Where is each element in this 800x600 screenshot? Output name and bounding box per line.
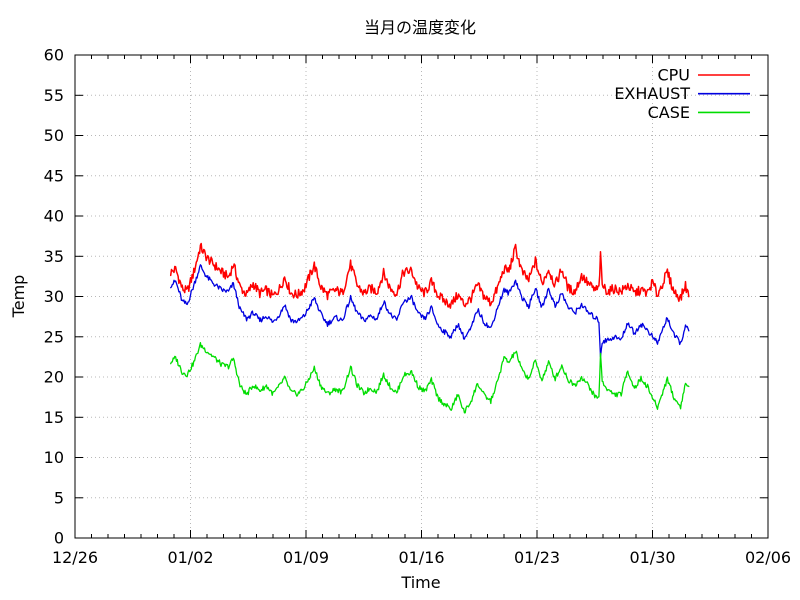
y-tick-label: 35 <box>44 247 64 266</box>
y-tick-label: 5 <box>54 488 64 507</box>
legend-label-exhaust: EXHAUST <box>614 84 690 103</box>
chart-title: 当月の温度変化 <box>364 18 476 37</box>
y-tick-label: 25 <box>44 327 64 346</box>
y-tick-label: 50 <box>44 126 64 145</box>
x-tick-label: 01/23 <box>514 548 560 567</box>
y-axis-label: Temp <box>9 275 28 319</box>
grid-lines <box>75 55 768 538</box>
series-line-case <box>170 341 690 414</box>
series-line-cpu <box>169 242 690 309</box>
x-tick-label: 01/02 <box>167 548 213 567</box>
tick-labels: 0 5 10 15 20 25 30 35 40 45 50 55 60 12/26 01/02 01/09 0… <box>44 46 791 568</box>
y-tick-label: 20 <box>44 368 64 387</box>
series-line-exhaust <box>170 264 690 358</box>
x-axis-label: Time <box>400 573 440 592</box>
y-tick-label: 10 <box>44 448 64 467</box>
y-tick-label: 55 <box>44 86 64 105</box>
y-tick-label: 40 <box>44 207 64 226</box>
x-tick-label: 01/30 <box>629 548 675 567</box>
legend-label-case: CASE <box>648 103 690 122</box>
y-tick-label: 30 <box>44 287 64 306</box>
plot-border <box>74 54 769 539</box>
y-tick-label: 0 <box>54 529 64 548</box>
legend-label-cpu: CPU <box>657 66 690 85</box>
data-series <box>169 242 690 414</box>
x-tick-label: 12/26 <box>52 548 98 567</box>
x-tick-label: 02/06 <box>745 548 791 567</box>
x-tick-label: 01/09 <box>283 548 329 567</box>
y-tick-label: 45 <box>44 166 64 185</box>
axis-ticks <box>74 54 769 539</box>
x-tick-label: 01/16 <box>398 548 444 567</box>
y-tick-label: 60 <box>44 46 64 65</box>
y-tick-label: 15 <box>44 408 64 427</box>
